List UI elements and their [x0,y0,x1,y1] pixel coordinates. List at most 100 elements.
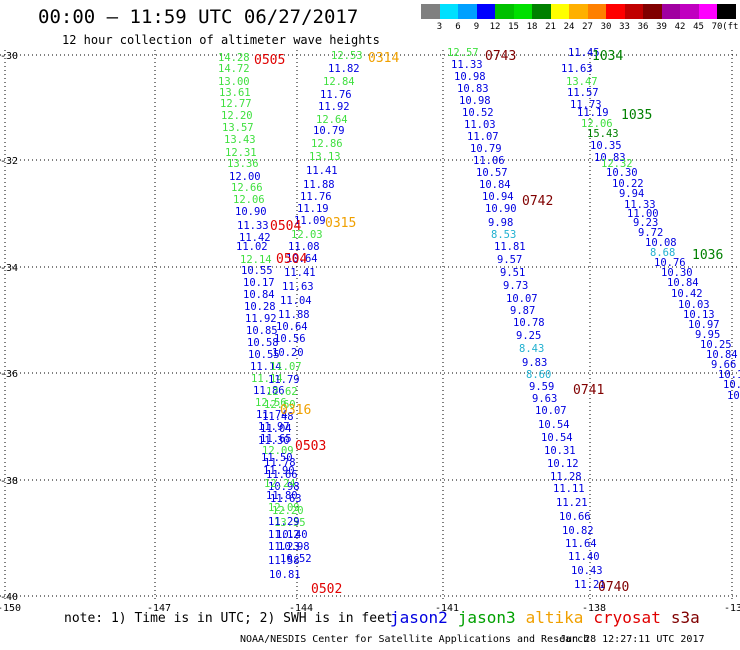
wave-height-value: 10.08 [645,237,677,249]
wave-height-value: 10.28 [244,301,276,313]
wave-height-value: 11.90 [263,465,295,477]
wave-height-value: 10.64 [276,321,308,333]
wave-height-value: 10.90 [485,203,517,215]
scale-swatch [643,4,662,19]
scale-swatch [550,4,570,19]
scale-label: 9 [473,22,480,32]
wave-height-value: 10.98 [268,481,300,493]
lon-tick-label: -147 [147,603,171,614]
scale-swatch [698,4,718,19]
wave-height-value: 10.55 [241,265,273,277]
wave-height-value: 11.64 [565,538,597,550]
wave-height-value: 11.65 [260,433,292,445]
pass-time-label: 0503 [295,439,326,454]
wave-height-value: 12.24 [264,478,296,490]
wave-height-value: 11.63 [270,493,302,505]
wave-height-value: 9.59 [529,381,554,393]
wave-height-value: 9.63 [532,393,557,405]
wave-height-value: 11.04 [260,423,292,435]
wave-height-value: 11.74 [256,409,288,421]
wave-height-value: 12.57 [447,47,479,59]
scale-label: 24 [563,22,575,32]
wave-height-value: 10.40 [276,529,308,541]
wave-height-value: 10.19 [718,369,740,381]
wave-height-value: 11.45 [568,47,600,59]
lon-tick-label: -144 [289,603,313,614]
scale-swatch [439,4,459,19]
wave-height-value: 11.92 [245,313,277,325]
wave-height-value: 11.66 [266,469,298,481]
wave-height-value: 10.52 [280,553,312,565]
satellite-jason2: jason2 [390,608,448,627]
scale-label: 15 [508,22,519,32]
wave-height-value: 12.14 [240,254,272,266]
wave-height-value: 9.83 [522,357,547,369]
wave-height-value: 11.19 [297,203,329,215]
satellite-legend: jason2 jason3 altika cryosat s3a [390,608,710,627]
wave-height-value: 11.03 [464,119,496,131]
wave-height-value: 9.95 [695,329,720,341]
wave-height-value: 11.73 [570,99,602,111]
wave-height-value: 10.54 [541,432,573,444]
wave-height-value: 11.63 [282,281,314,293]
wave-height-value: 11.11 [553,483,585,495]
lon-tick-label: -138 [582,603,606,614]
scale-swatch [532,4,551,19]
wave-height-value: 12.64 [316,114,348,126]
scale-label: 33 [619,22,630,32]
wave-height-value: 10.84 [706,349,738,361]
wave-height-value: 10.13 [683,309,715,321]
wave-height-value: 13.61 [219,87,251,99]
wave-height-value: 11.88 [278,309,310,321]
pass-time-label: 0502 [311,582,342,597]
scale-label: 36 [637,22,649,32]
wave-height-value: 10.56 [274,333,306,345]
lon-tick-label: -150 [0,603,21,614]
wave-height-value: 10.43 [571,565,603,577]
scale-swatch [587,4,607,19]
scale-label: 27 [582,22,593,32]
satellite-altika: altika [525,608,584,627]
lat-tick-label: -32 [0,156,18,167]
wave-height-value: 9.23 [633,217,658,229]
scale-swatch [680,4,699,19]
wave-height-value: 12.60 [264,399,296,411]
wave-height-value: 14.28 [218,52,250,64]
wave-height-value: 10.15 [727,390,740,402]
wave-height-value: 9.98 [488,217,513,229]
wave-height-value: 10.25 [700,339,732,351]
wave-height-value: 10.94 [482,191,514,203]
wave-height-value: 10.17 [243,277,275,289]
wave-height-value: 13.36 [227,158,259,170]
wave-height-value: 8.43 [519,343,544,355]
wave-height-value: 10.58 [247,337,279,349]
wave-height-value: 11.19 [577,107,609,119]
wave-height-value: 9.25 [516,330,541,342]
wave-height-value: 12.06 [581,118,613,130]
wave-height-value: 10.66 [559,511,591,523]
wave-height-value: 11.78 [264,457,296,469]
wave-height-value: 9.73 [503,280,528,292]
lat-tick-label: -34 [0,263,18,274]
wave-height-value: 11.02 [236,241,268,253]
wave-height-value: 12.86 [311,138,343,150]
wave-height-value: 10.30 [606,167,638,179]
pass-time-label: 1035 [621,108,652,123]
wave-height-value: 11.97 [258,421,290,433]
wave-height-value: 10.15 [723,379,740,391]
scale-label: 3 [436,22,443,32]
wave-height-value: 10.35 [590,140,622,152]
wave-height-value: 12.20 [272,505,304,517]
wave-height-value: 10.98 [278,541,310,553]
scale-swatch [421,4,440,19]
wave-height-value: 8.53 [491,229,516,241]
wave-height-value: 11.50 [261,452,293,464]
page-subtitle: 12 hour collection of altimeter wave hei… [62,33,380,47]
wave-height-value: 11.29 [268,516,300,528]
pass-time-label: 1034 [592,49,623,64]
scale-label: 18 [526,22,538,32]
pass-time-label: 0743 [485,49,516,64]
wave-height-value: 10.98 [454,71,486,83]
wave-height-value: 11.42 [239,232,271,244]
scale-label: 45 [693,22,704,32]
